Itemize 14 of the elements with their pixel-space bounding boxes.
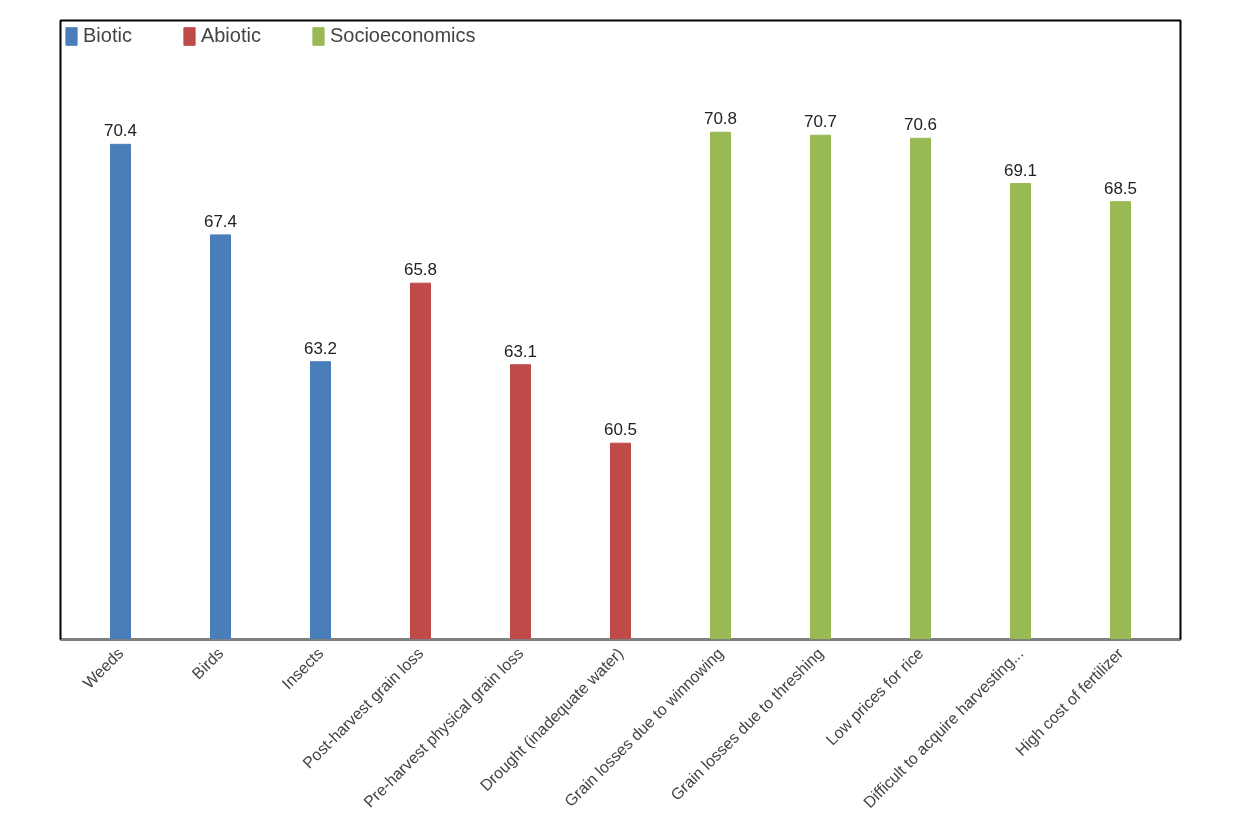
data-label: 70.6 [903,115,938,135]
data-label: 67.4 [203,211,238,231]
data-label: 68.5 [1103,178,1138,198]
data-label: 65.8 [403,260,438,280]
data-label: 60.5 [603,420,638,440]
legend-label: Biotic [83,24,132,47]
data-label: 69.1 [1003,160,1038,180]
data-label: 70.4 [103,121,138,141]
legend-label: Abiotic [200,24,261,47]
legend-label: Socioeconomics [329,24,476,47]
data-label: 63.1 [503,341,538,361]
data-label: 70.7 [803,112,838,132]
data-label: 70.8 [703,109,738,129]
data-label: 63.2 [303,338,338,358]
